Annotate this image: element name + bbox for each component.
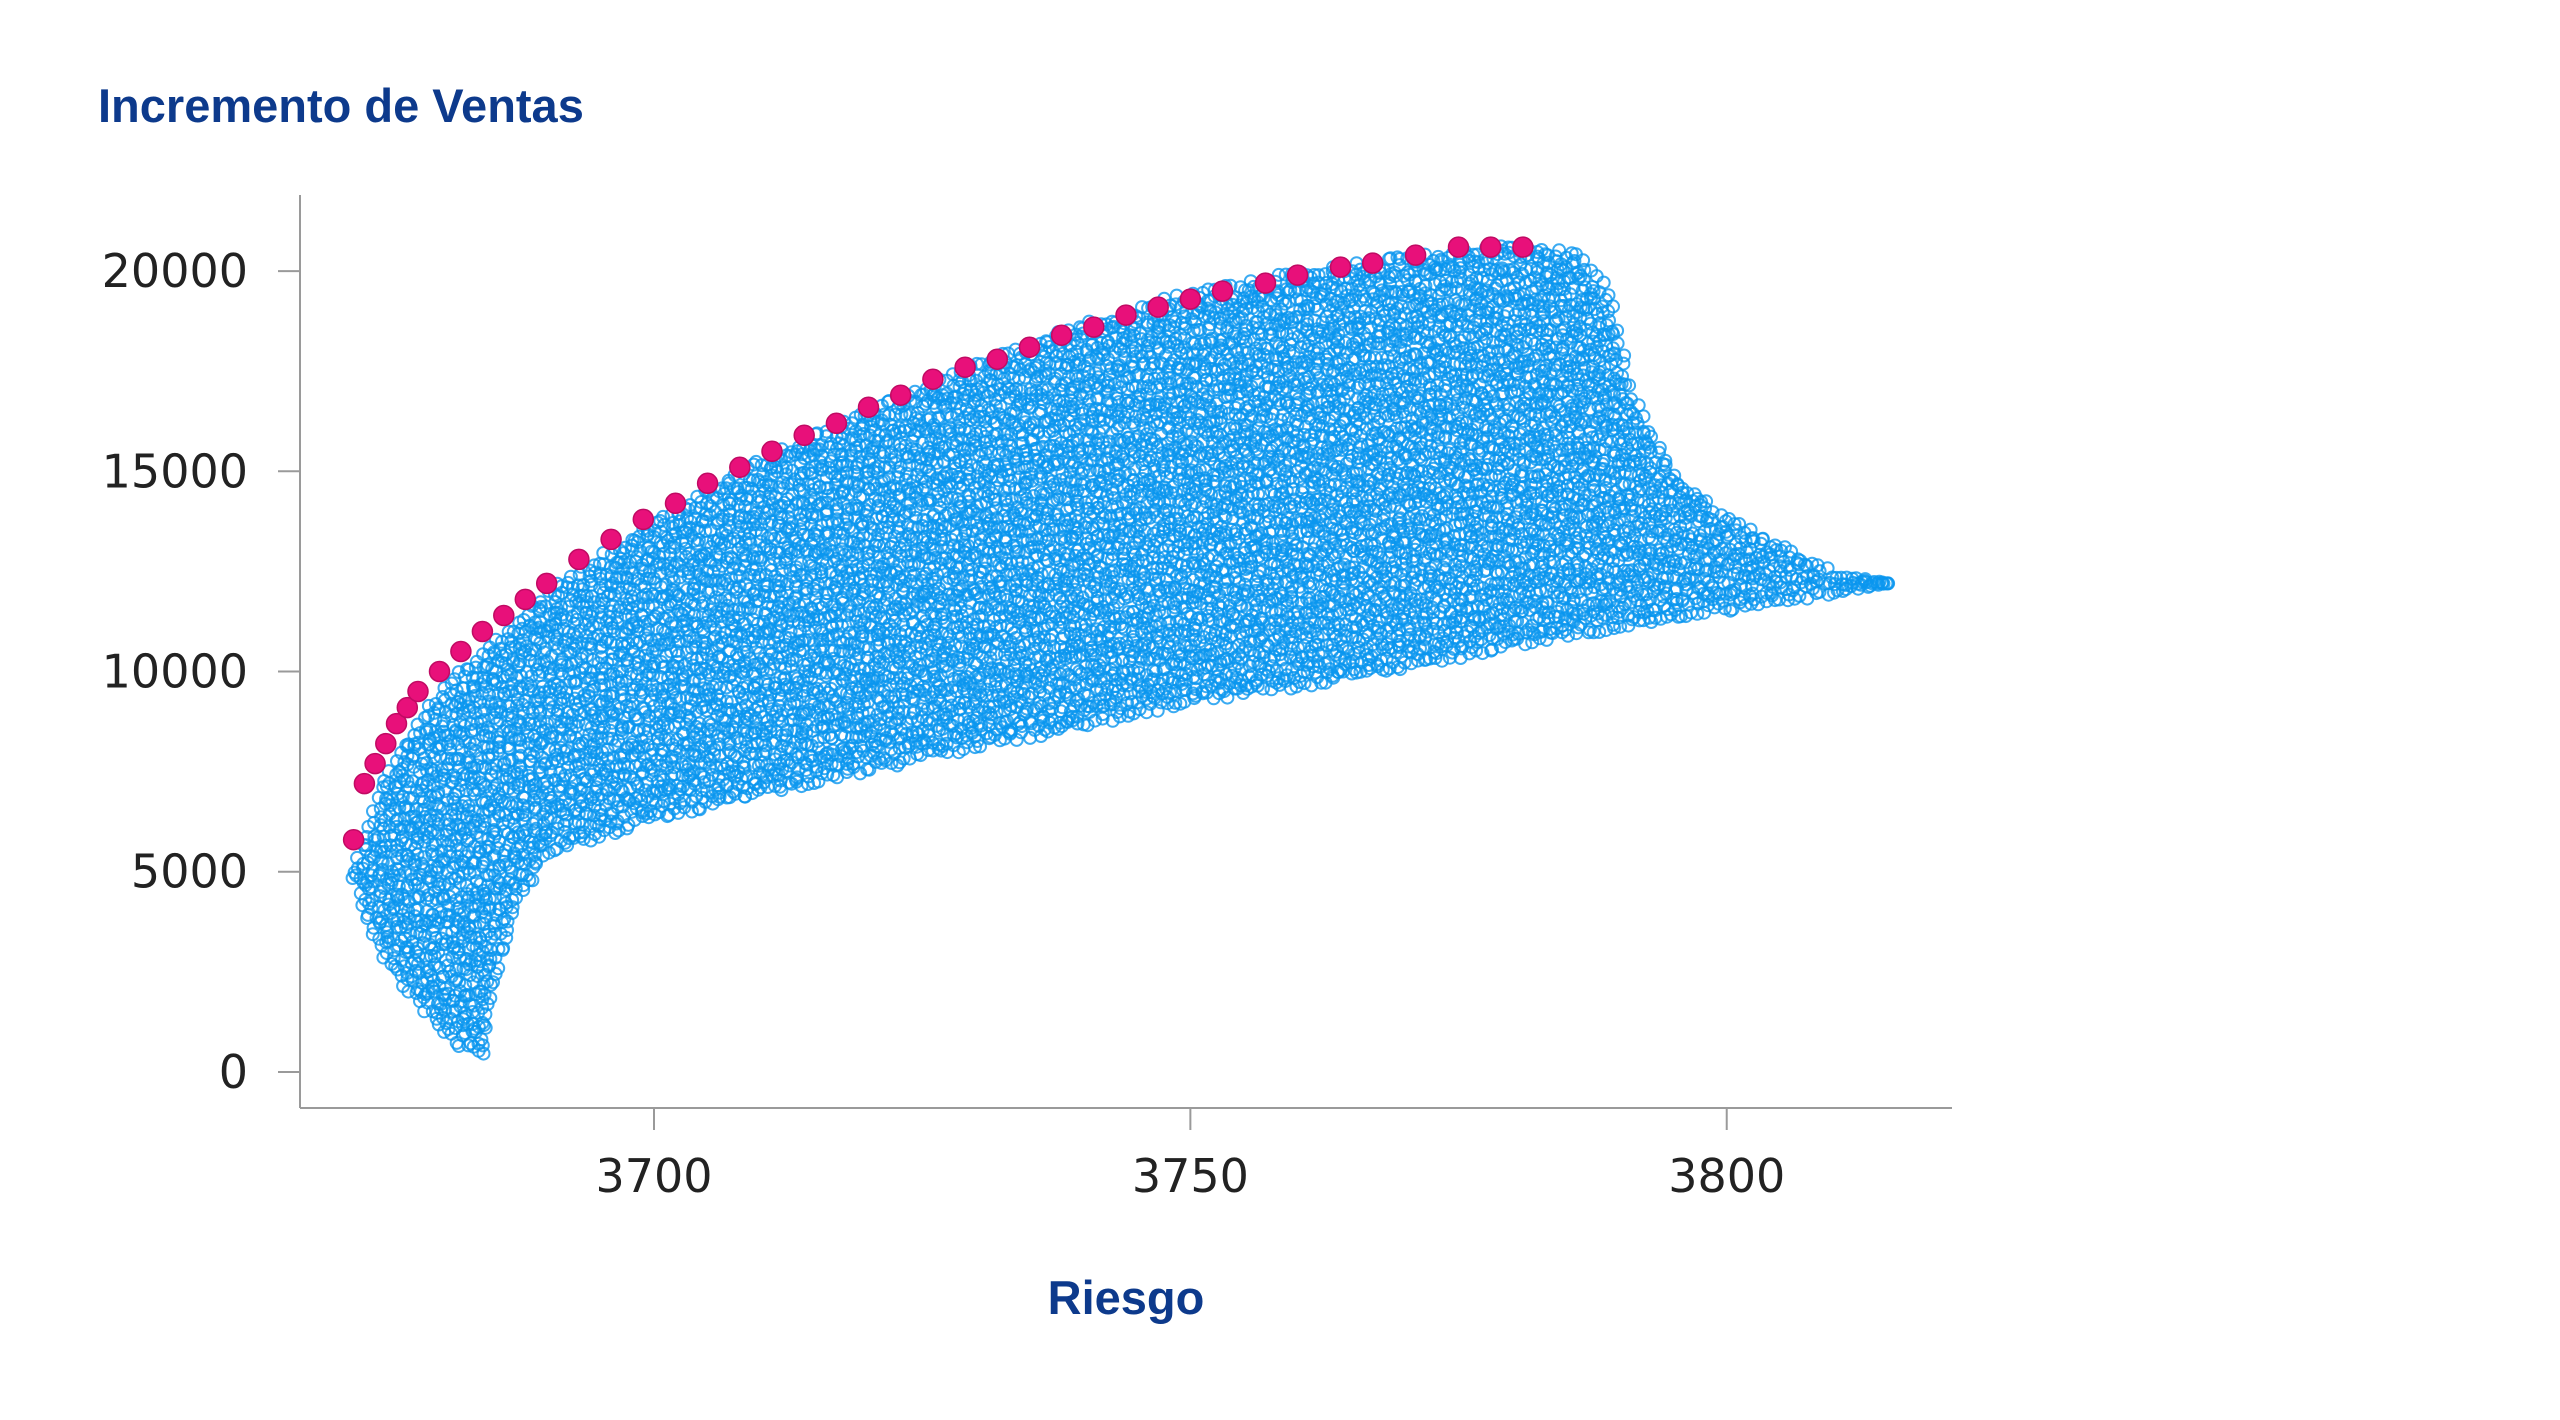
cloud-point	[416, 859, 431, 874]
cloud-point	[518, 856, 533, 871]
risk-return-cloud	[345, 239, 1896, 1061]
cloud-point	[502, 769, 517, 784]
cloud-point	[431, 701, 445, 716]
cloud-point	[449, 962, 464, 977]
cloud-point	[516, 883, 531, 897]
cloud-point	[379, 779, 394, 794]
cloud-point	[432, 728, 447, 743]
cloud-point	[462, 968, 477, 983]
cloud-point	[515, 798, 530, 813]
cloud-point	[513, 679, 528, 694]
cloud-point	[441, 1022, 456, 1036]
cloud-point	[376, 821, 391, 836]
cloud-point	[515, 621, 530, 636]
cloud-point	[447, 856, 462, 871]
cloud-point	[461, 803, 476, 818]
cloud-point	[525, 873, 540, 888]
cloud-point	[397, 819, 411, 834]
cloud-point	[508, 881, 523, 896]
cloud-point	[492, 740, 507, 755]
cloud-point	[380, 930, 395, 945]
cloud-point	[474, 830, 489, 845]
cloud-point	[476, 1046, 491, 1061]
cloud-point	[483, 951, 498, 966]
cloud-point	[451, 942, 466, 957]
cloud-point	[451, 784, 466, 799]
cloud-point	[467, 737, 482, 752]
cloud-point	[452, 752, 467, 767]
cloud-point	[499, 930, 514, 945]
cloud-point	[364, 901, 379, 916]
cloud-point	[483, 991, 498, 1006]
cloud-point	[442, 849, 457, 864]
cloud-point	[431, 826, 446, 841]
cloud-point	[487, 848, 502, 863]
cloud-point	[400, 917, 415, 932]
cloud-point	[505, 900, 520, 915]
cloud-point	[470, 758, 484, 773]
cloud-point	[533, 704, 548, 719]
cloud-point	[478, 852, 493, 867]
cloud-point	[527, 793, 541, 807]
cloud-point	[477, 820, 492, 835]
cloud-point	[403, 927, 418, 942]
cloud-point	[395, 789, 410, 804]
cloud-point	[452, 875, 467, 890]
cloud-point	[488, 950, 503, 965]
cloud-point	[519, 721, 534, 735]
cloud-point	[486, 975, 500, 990]
cloud-point	[513, 739, 528, 754]
cloud-point	[528, 786, 543, 801]
cloud-point	[395, 830, 410, 844]
cloud-point	[431, 945, 446, 960]
cloud-point	[400, 774, 415, 789]
cloud-point	[475, 1038, 490, 1053]
cloud-point	[474, 705, 489, 720]
cloud-point	[480, 974, 495, 989]
cloud-point	[493, 700, 508, 714]
cloud-point	[401, 911, 416, 926]
cloud-point	[500, 923, 514, 937]
cloud-point	[508, 876, 523, 890]
cloud-point	[474, 984, 489, 999]
cloud-point	[467, 804, 482, 819]
cloud-point	[477, 713, 492, 727]
cloud-point	[391, 862, 406, 877]
cloud-point	[477, 1018, 491, 1033]
cloud-point	[487, 823, 502, 837]
cloud-point	[436, 801, 451, 816]
cloud-point	[498, 656, 513, 671]
cloud-point	[420, 995, 435, 1010]
cloud-point	[513, 733, 528, 747]
cloud-point	[487, 677, 502, 692]
cloud-point	[478, 1007, 493, 1022]
cloud-point	[518, 808, 533, 822]
cloud-point	[509, 890, 523, 905]
cloud-point	[526, 749, 541, 764]
cloud-point	[374, 853, 389, 868]
cloud-point	[366, 804, 380, 819]
cloud-point	[501, 624, 516, 639]
cloud-point	[505, 906, 519, 920]
cloud-point	[461, 662, 476, 677]
cloud-point	[431, 785, 446, 800]
chart-title: Incremento de Ventas	[98, 79, 584, 132]
